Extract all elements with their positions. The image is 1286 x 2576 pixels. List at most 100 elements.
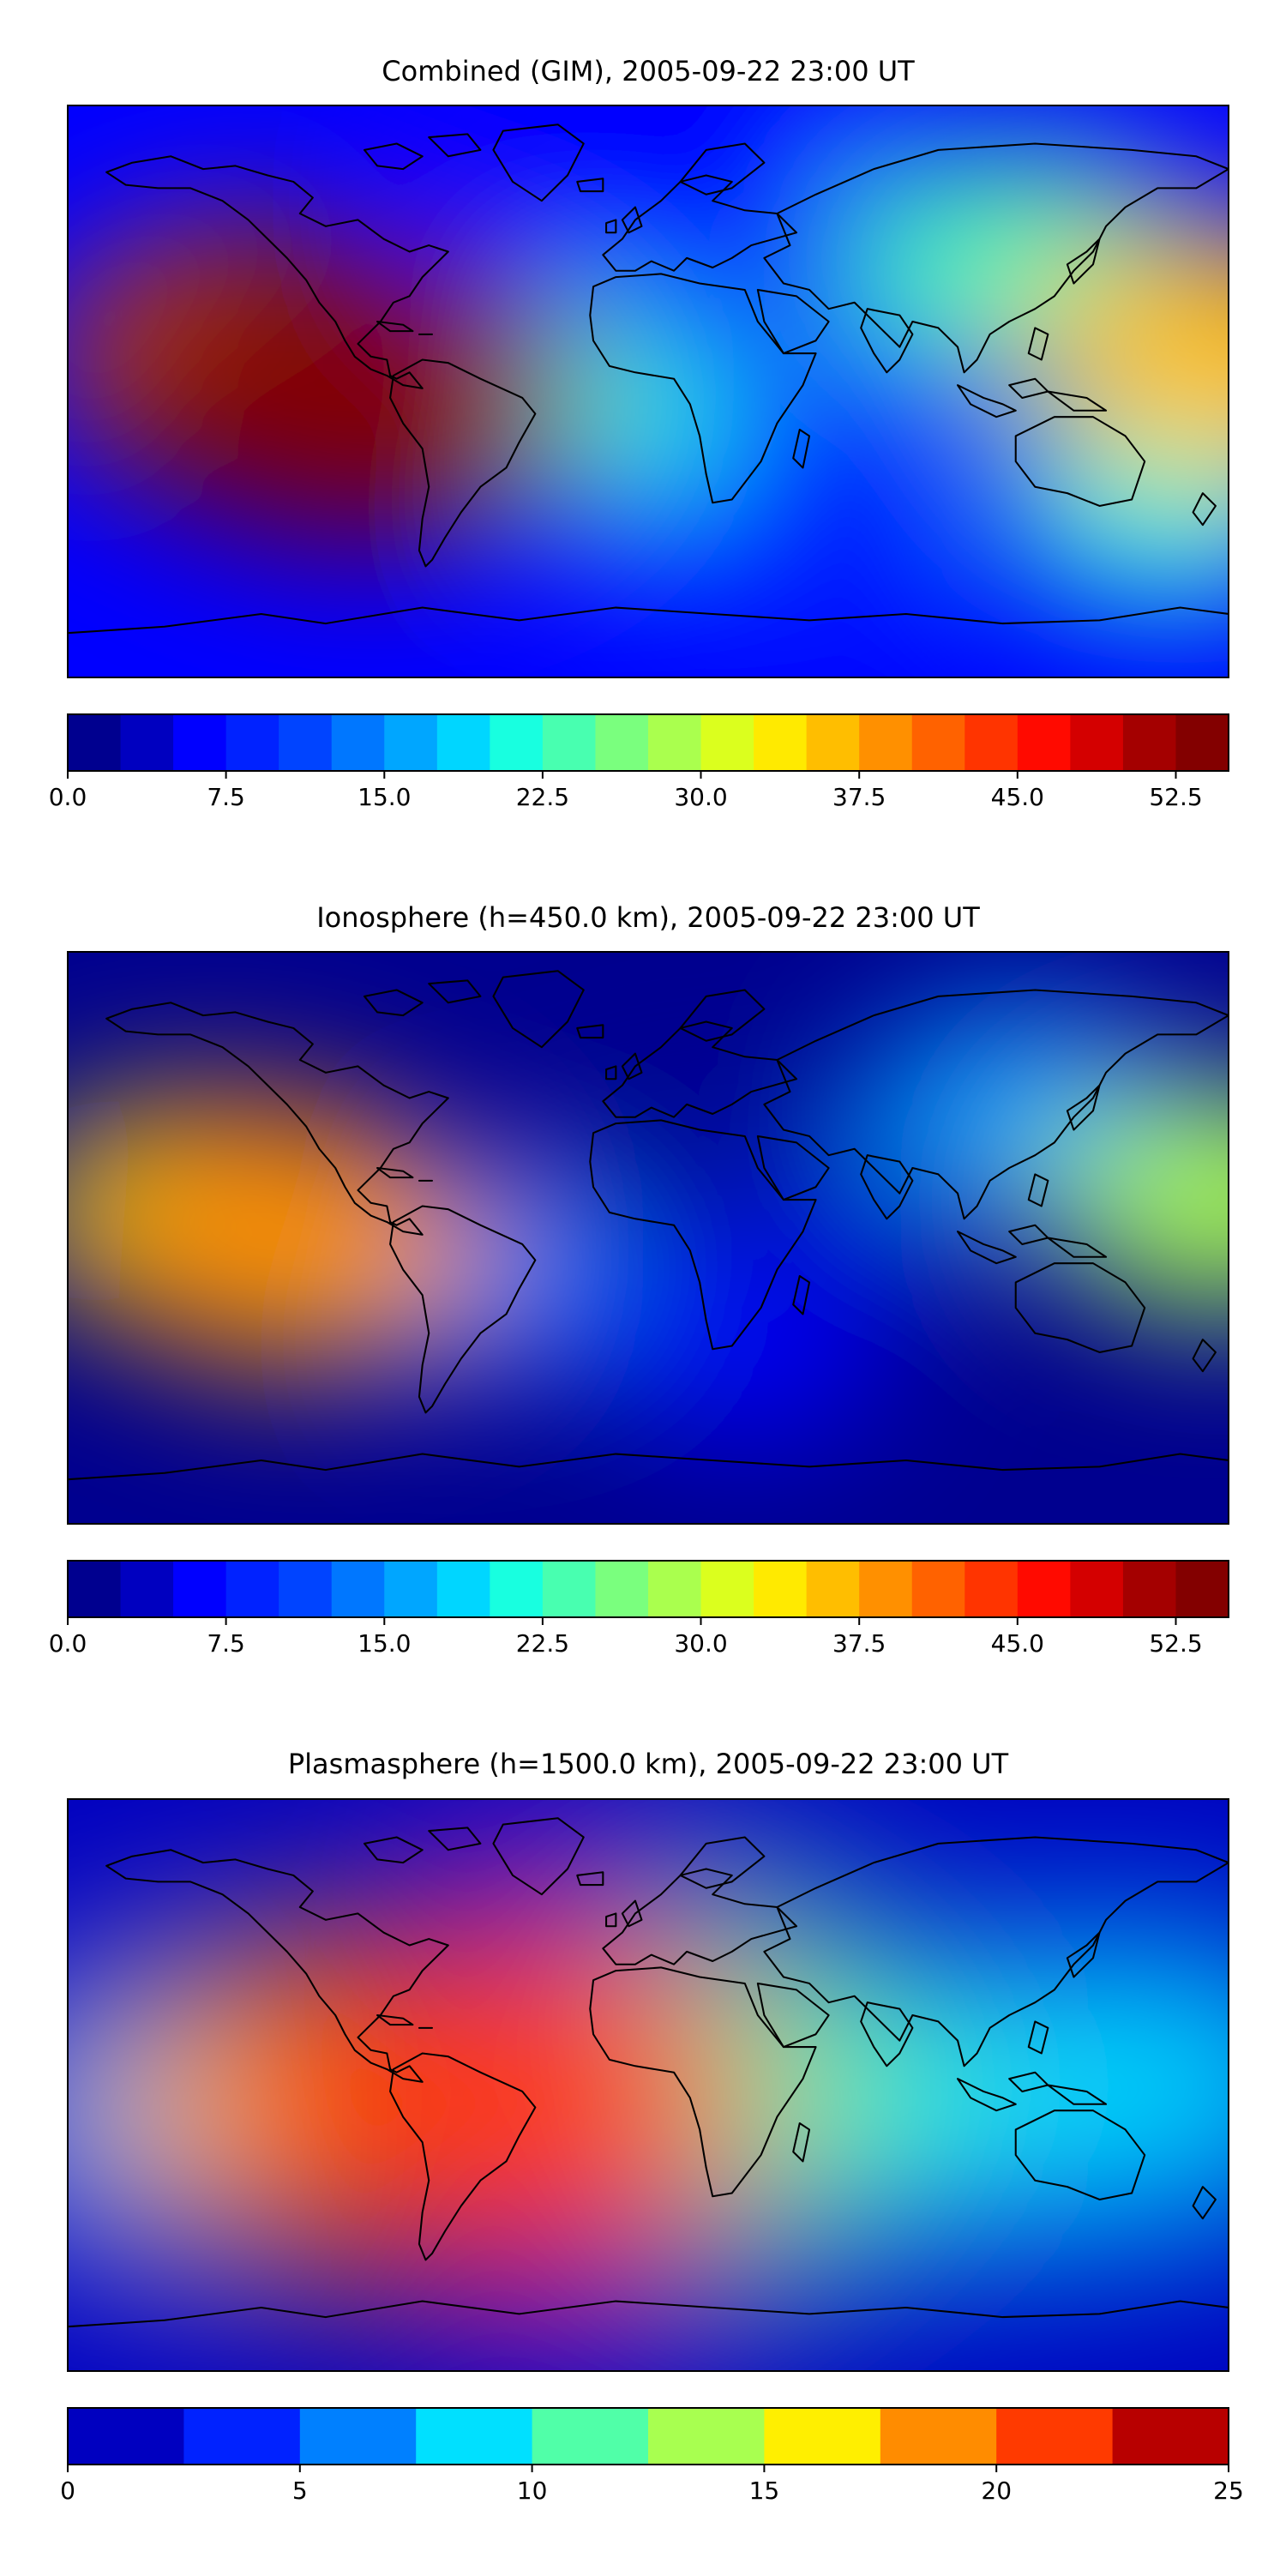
- colorbar-segment: [279, 714, 333, 771]
- colorbar: 0 5 10 15 20 25: [60, 2407, 1244, 2505]
- map-frame: [67, 1798, 1229, 2372]
- colorbar-segment: [279, 1561, 333, 1617]
- panel-plasmasphere: Plasmasphere (h=1500.0 km), 2005-09-22 2…: [60, 1748, 1244, 2505]
- tec-blob: [433, 106, 734, 295]
- colorbar-tick-label: 37.5: [832, 1629, 886, 1658]
- colorbar-segment: [1112, 2408, 1229, 2465]
- colorbar-segment: [331, 1561, 385, 1617]
- colorbar-frame: [67, 1560, 1229, 1618]
- colorbar-segment: [859, 1561, 913, 1617]
- colorbar-segment: [859, 714, 913, 771]
- colorbar-tick-label: 15.0: [358, 1629, 411, 1658]
- colorbar-segment: [331, 714, 385, 771]
- colorbar-segment: [996, 2408, 1114, 2465]
- colorbar-tick-label: 5: [292, 2477, 308, 2505]
- colorbar-segment: [764, 2408, 881, 2465]
- colorbar-segment: [1122, 714, 1177, 771]
- colorbar-segment: [911, 1561, 965, 1617]
- colorbar-segment: [754, 714, 808, 771]
- colorbar-segment: [532, 2408, 649, 2465]
- colorbar-segment: [595, 1561, 649, 1617]
- colorbar-segment: [595, 714, 649, 771]
- colorbar-tick-label: 37.5: [832, 783, 886, 811]
- colorbar-tick-label: 7.5: [207, 1629, 245, 1658]
- colorbar-tick-label: 10: [517, 2477, 548, 2505]
- colorbar-segment: [490, 1561, 544, 1617]
- colorbar-segment: [880, 2408, 997, 2465]
- colorbar-segment: [490, 714, 544, 771]
- colorbar-segment: [1122, 1561, 1177, 1617]
- colorbar-tick-label: 52.5: [1149, 1629, 1202, 1658]
- colorbar-tick-label: 22.5: [516, 1629, 569, 1658]
- colorbar-segment: [648, 2408, 765, 2465]
- colorbar-segment: [436, 714, 490, 771]
- colorbar-tick-label: 15.0: [358, 783, 411, 811]
- colorbar-segment: [1175, 714, 1229, 771]
- colorbar-segment: [173, 714, 227, 771]
- colorbar-segment: [700, 714, 754, 771]
- chart-title: Combined (GIM), 2005-09-22 23:00 UT: [382, 55, 915, 87]
- colorbar-segment: [1017, 1561, 1071, 1617]
- map-frame: [67, 951, 1229, 1525]
- colorbar-segment: [964, 1561, 1019, 1617]
- colorbar-frame: [67, 2407, 1229, 2465]
- colorbar-segment: [648, 1561, 702, 1617]
- colorbar-tick-label: 7.5: [207, 783, 245, 811]
- tec-field: [68, 1012, 1229, 1436]
- colorbar-segment: [120, 1561, 174, 1617]
- colorbar-tick-label: 20: [981, 2477, 1012, 2505]
- tec-blob: [604, 1261, 885, 1436]
- tec-blob: [1045, 1089, 1229, 1310]
- colorbar-segment: [120, 714, 174, 771]
- colorbar-segment: [225, 1561, 279, 1617]
- panel-ionosphere: Ionosphere (h=450.0 km), 2005-09-22 23:0…: [49, 901, 1229, 1658]
- colorbar-segment: [806, 714, 860, 771]
- colorbar-tick-label: 25: [1213, 2477, 1244, 2505]
- colorbar-segment: [754, 1561, 808, 1617]
- colorbar-segment: [384, 714, 438, 771]
- tec-blob: [69, 1101, 454, 1343]
- colorbar-segment: [542, 714, 597, 771]
- colorbar-segment: [225, 714, 279, 771]
- colorbar-segment: [384, 1561, 438, 1617]
- tec-blob: [95, 241, 556, 529]
- colorbar-segment: [1175, 1561, 1229, 1617]
- colorbar-segment: [648, 714, 702, 771]
- colorbar-segment: [173, 1561, 227, 1617]
- colorbar-segment: [68, 1561, 122, 1617]
- colorbar-tick-label: 30.0: [674, 1629, 727, 1658]
- colorbar-tick-label: 0: [60, 2477, 75, 2505]
- colorbar-tick-label: 30.0: [674, 783, 727, 811]
- chart-title: Plasmasphere (h=1500.0 km), 2005-09-22 2…: [288, 1748, 1009, 1780]
- colorbar-tick-label: 45.0: [991, 1629, 1044, 1658]
- colorbar-segment: [911, 714, 965, 771]
- colorbar-segment: [68, 2408, 184, 2465]
- colorbar-tick-label: 52.5: [1149, 783, 1202, 811]
- colorbar: 0.0 7.5 15.0 22.5 30.0 37.5 45.0 52.5: [49, 713, 1229, 811]
- colorbar-tick-label: 0.0: [49, 1629, 87, 1658]
- chart-title: Ionosphere (h=450.0 km), 2005-09-22 23:0…: [316, 901, 980, 934]
- colorbar-segment: [68, 714, 122, 771]
- colorbar: 0.0 7.5 15.0 22.5 30.0 37.5 45.0 52.5: [49, 1560, 1229, 1658]
- colorbar-tick-label: 15: [749, 2477, 780, 2505]
- colorbar-segment: [436, 1561, 490, 1617]
- colorbar-segment: [1017, 714, 1071, 771]
- colorbar-segment: [542, 1561, 597, 1617]
- colorbar-segment: [700, 1561, 754, 1617]
- colorbar-segment: [1070, 714, 1124, 771]
- colorbar-segment: [806, 1561, 860, 1617]
- colorbar-segment: [416, 2408, 533, 2465]
- colorbar-frame: [67, 713, 1229, 772]
- colorbar-tick-label: 0.0: [49, 783, 87, 811]
- colorbar-tick-label: 22.5: [516, 783, 569, 811]
- colorbar-segment: [299, 2408, 417, 2465]
- colorbar-segment: [1070, 1561, 1124, 1617]
- colorbar-segment: [183, 2408, 301, 2465]
- tec-blob: [175, 1916, 766, 2286]
- panel-combined: Combined (GIM), 2005-09-22 23:00 UT 0.0 7…: [49, 55, 1229, 811]
- colorbar-segment: [964, 714, 1019, 771]
- map-frame: [67, 105, 1229, 678]
- tec-field: [68, 1799, 1229, 2371]
- colorbar-tick-label: 45.0: [991, 783, 1044, 811]
